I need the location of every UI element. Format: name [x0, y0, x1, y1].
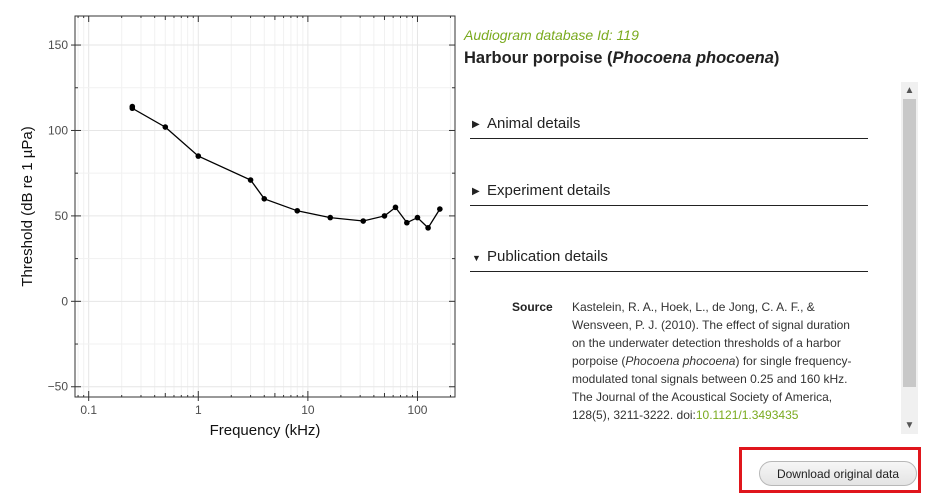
x-tick-label: 0.1 — [80, 403, 97, 417]
accordion-animal-details[interactable]: ▶ Animal details — [470, 114, 868, 139]
data-point — [327, 214, 334, 221]
citation-latin-name: Phocoena phocoena — [625, 354, 736, 368]
species-title-close: ) — [773, 49, 780, 67]
data-point — [247, 177, 254, 183]
x-tick-label: 1 — [195, 403, 202, 417]
species-latin-name: Phocoena phocoena — [612, 49, 774, 67]
data-point — [437, 206, 443, 212]
source-citation: Kastelein, R. A., Hoek, L., de Jong, C. … — [572, 298, 852, 424]
triangle-right-icon: ▶ — [472, 119, 480, 130]
download-highlight-box: Download original data — [739, 447, 921, 493]
doi-link[interactable]: 10.1121/1.3493435 — [695, 408, 799, 422]
x-tick-label: 100 — [407, 403, 427, 417]
audiogram-db-id-link[interactable]: Audiogram database Id: 119 — [464, 27, 639, 43]
details-scroll-panel[interactable]: ▶ Animal details ▶ Experiment details ▼ … — [464, 82, 918, 434]
accordion-label: Experiment details — [487, 182, 611, 199]
triangle-down-icon: ▼ — [472, 253, 481, 263]
scroll-up-icon[interactable]: ▲ — [904, 85, 915, 96]
y-axis-label: Threshold (dB re 1 µPa) — [19, 126, 36, 286]
y-tick-label: 50 — [55, 209, 69, 223]
data-point — [294, 207, 301, 214]
species-header: Audiogram database Id: 119 Harbour porpo… — [464, 24, 904, 68]
species-common-name: Harbour porpoise ( — [464, 49, 613, 67]
download-original-data-button[interactable]: Download original data — [759, 461, 917, 486]
data-point — [381, 213, 388, 219]
data-point — [360, 218, 367, 224]
grid-group — [75, 16, 455, 397]
scrollbar-thumb[interactable] — [903, 99, 916, 387]
y-tick-label: 150 — [48, 38, 68, 52]
data-point — [392, 204, 399, 211]
data-point — [162, 124, 169, 130]
citation-text-part1: Kastelein, R. A., Hoek, L., de Jong, C. … — [572, 300, 850, 368]
accordion-publication-details[interactable]: ▼ Publication details — [470, 247, 868, 272]
y-tick-label: 0 — [61, 294, 68, 308]
plot-border — [74, 15, 456, 398]
x-tick-label: 10 — [301, 403, 315, 417]
data-point — [195, 153, 202, 159]
scroll-down-icon[interactable]: ▼ — [904, 420, 915, 431]
y-tick-label: −50 — [48, 380, 69, 394]
accordion-experiment-details[interactable]: ▶ Experiment details — [470, 181, 868, 206]
audiogram-chart: 0.1 1 10 100 −50 0 50 100 150 Frequency (kHz) Thre… — [19, 15, 456, 439]
species-title: Harbour porpoise (Phocoena phocoena) — [464, 49, 904, 68]
plot-panel — [75, 16, 455, 397]
citation-text-part2: ) for single frequency-modulated tonal s… — [572, 354, 852, 422]
data-point — [129, 105, 136, 112]
source-label: Source — [512, 300, 553, 314]
data-point — [404, 219, 410, 226]
y-tick-label: 100 — [48, 123, 68, 137]
accordion-label: Publication details — [487, 248, 608, 265]
x-axis-label: Frequency (kHz) — [210, 422, 321, 439]
data-point — [425, 225, 431, 231]
accordion-label: Animal details — [487, 115, 581, 132]
vertical-scrollbar[interactable]: ▲ ▼ — [901, 82, 918, 434]
triangle-right-icon: ▶ — [472, 186, 480, 197]
data-point — [414, 214, 421, 221]
data-point — [261, 196, 268, 202]
